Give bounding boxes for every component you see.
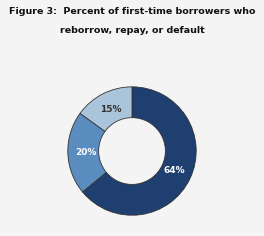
Wedge shape — [80, 87, 132, 131]
Wedge shape — [68, 113, 106, 192]
Text: Figure 3:  Percent of first-time borrowers who: Figure 3: Percent of first-time borrower… — [9, 7, 255, 16]
Wedge shape — [83, 87, 196, 215]
Text: reborrow, repay, or default: reborrow, repay, or default — [60, 26, 204, 35]
Text: 64%: 64% — [163, 166, 185, 175]
Text: 20%: 20% — [75, 148, 97, 157]
Text: 15%: 15% — [100, 105, 122, 114]
